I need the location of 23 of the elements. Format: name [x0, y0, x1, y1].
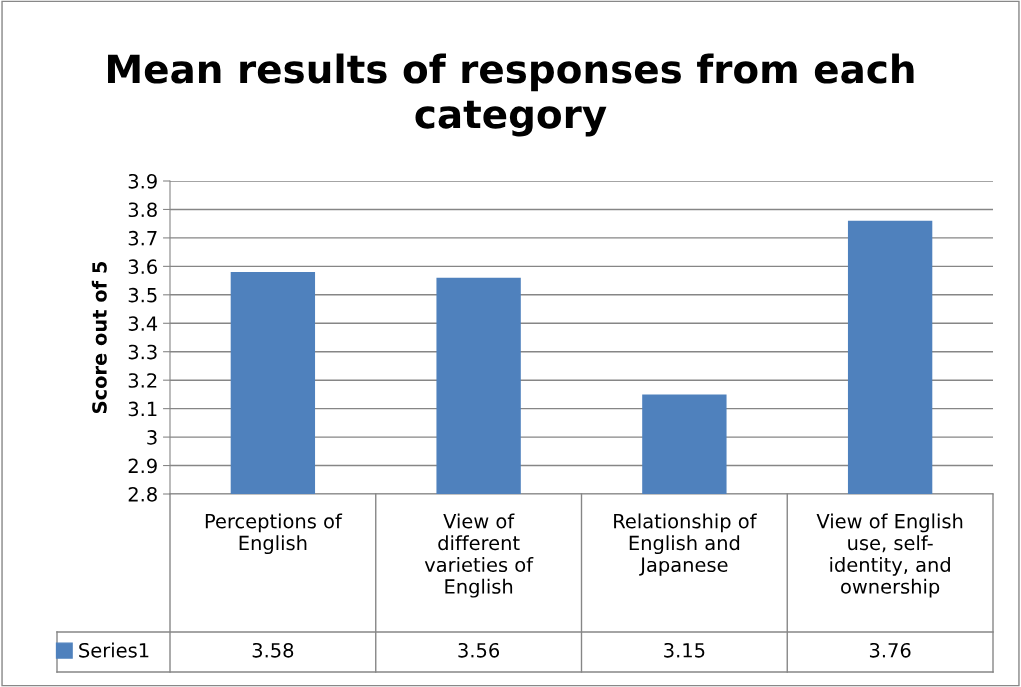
y-tick-label: 3.1 [128, 401, 157, 417]
data-label: 3.58 [252, 642, 294, 658]
data-label: 3.56 [458, 642, 500, 658]
y-tick-label: 3.5 [128, 287, 157, 303]
data-label: 3.76 [869, 642, 911, 658]
x-tick-label: Relationship of English and Japanese [614, 513, 757, 576]
y-tick-label: 3.8 [128, 202, 157, 218]
y-axis-title: Score out of 5 [91, 261, 107, 414]
y-tick-label: 3 [147, 430, 157, 445]
y-tick-label: 3.3 [128, 344, 157, 360]
x-tick-label: View of English use, self-identity, and ownership [816, 513, 963, 598]
y-tick-label: 3.2 [128, 373, 157, 388]
data-label: 3.15 [664, 642, 705, 658]
legend-label: Series1 [79, 642, 149, 658]
chart-title: Mean results of responses from each category [108, 53, 914, 137]
x-tick-label: View of different varieties of English [424, 513, 534, 598]
x-tick-label: Perceptions of English [205, 513, 343, 555]
y-tick-label: 3.6 [128, 259, 157, 275]
y-tick-label: 3.7 [128, 230, 157, 246]
y-tick-label: 2.8 [128, 486, 157, 502]
y-tick-label: 2.9 [128, 458, 157, 474]
y-tick-label: 3.9 [128, 173, 157, 189]
y-tick-label: 3.4 [128, 316, 158, 331]
